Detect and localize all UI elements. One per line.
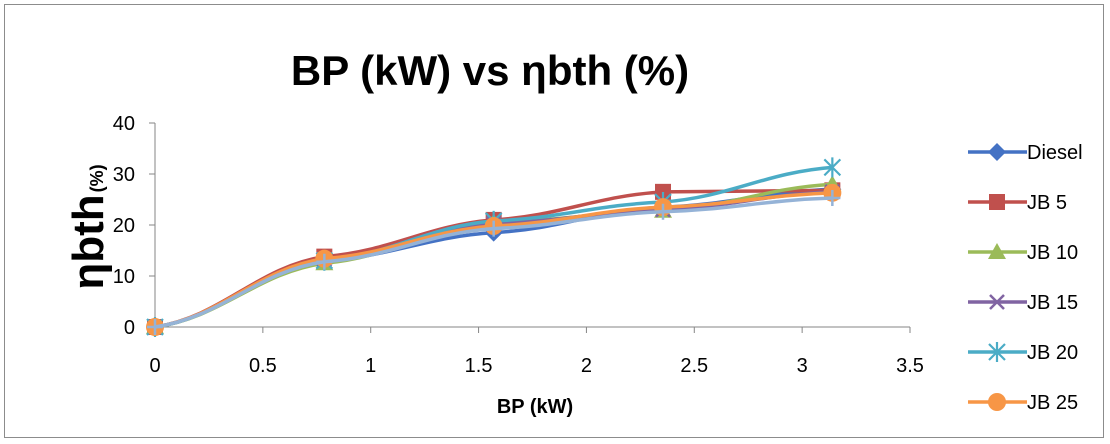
data-point-marker [824,189,841,206]
legend-label: Diesel [1027,142,1083,164]
data-point-marker [823,157,842,178]
data-point-marker [147,319,163,335]
legend-item: JB 20 [968,342,1078,364]
legend-swatch-marker [988,143,1006,161]
series-line [154,188,833,329]
legend-item: JB 5 [968,192,1067,214]
x-axis-label: BP (kW) [497,396,573,418]
legend-item: JB 25 [968,392,1078,414]
x-tick-label: 3.5 [896,355,924,377]
x-tick-label: 1.5 [465,355,493,377]
x-tick-label: 1 [365,355,376,377]
data-point-marker [655,183,672,200]
series-jb-10 [146,175,842,334]
svg-text:ηbth(%): ηbth(%) [64,164,113,289]
y-axis-label-main: ηbth [64,194,113,289]
legend-swatch-marker [989,194,1005,210]
legend-swatch-marker [988,243,1006,259]
chart: BP (kW) vs ηbth (%) ηbth(%) BP (kW) 0102… [64,47,1083,418]
x-tick-label: 2 [581,355,592,377]
y-tick-label: 10 [113,266,135,288]
legend-label: JB 15 [1027,292,1078,314]
x-tick-label: 2.5 [680,355,708,377]
y-tick-label: 40 [113,113,135,135]
y-tick-label: 30 [113,164,135,186]
x-tick-label: 0.5 [249,355,277,377]
legend: Diesel JB 5 JB 10 JB 15 JB 20 JB 25 [968,142,1083,414]
y-tick-label: 0 [124,317,135,339]
series-line [154,165,833,329]
x-tick-label: 3 [797,355,808,377]
legend-swatch-marker [989,294,1005,310]
y-tick-label: 20 [113,215,135,237]
series-unlabeled [147,189,841,335]
series-line [154,187,833,329]
chart-frame: BP (kW) vs ηbth (%) ηbth(%) BP (kW) 0 10 2… [4,4,1104,438]
y-ticks: 0 10 20 30 40 [113,113,155,339]
data-point-marker [655,203,672,220]
legend-label: JB 10 [1027,242,1078,264]
legend-swatch-marker [988,342,1006,362]
series-layer [146,157,842,337]
data-point-marker [316,253,333,270]
legend-label: JB 5 [1027,192,1067,214]
x-ticks: 0 0.5 1 1.5 2 2.5 3 3.5 [149,327,924,377]
series-jb-20 [146,157,842,337]
legend-item: JB 15 [968,292,1078,314]
legend-label: JB 20 [1027,342,1078,364]
legend-item: Diesel [968,142,1083,164]
chart-title: BP (kW) vs ηbth (%) [291,47,689,94]
y-axis-label: ηbth(%) [64,164,113,289]
legend-swatch-marker [988,393,1006,411]
legend-item: JB 10 [968,242,1078,264]
y-axis-label-unit: (%) [87,164,107,192]
data-point-marker [485,220,502,237]
x-tick-label: 0 [149,355,160,377]
legend-label: JB 25 [1027,392,1078,414]
